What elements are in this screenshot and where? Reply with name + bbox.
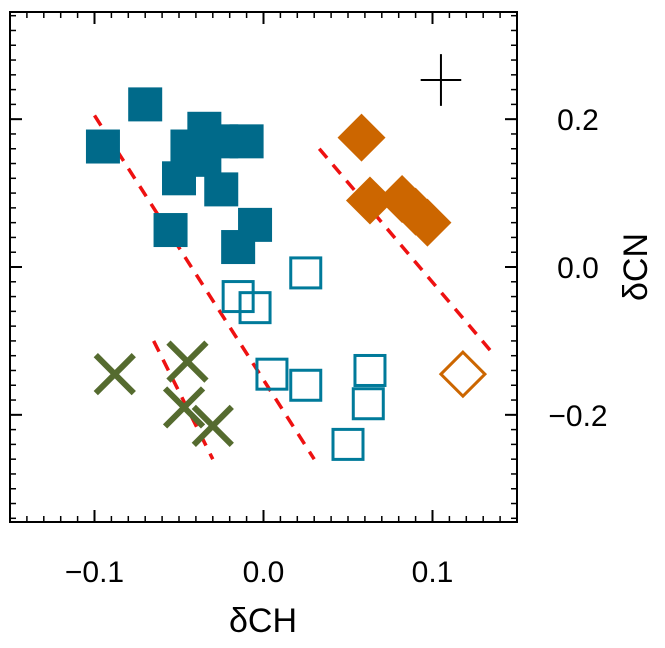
open-square-marker <box>289 368 323 402</box>
y-tick-label: 0.2 <box>557 104 599 137</box>
filled-diamond-marker <box>403 198 452 247</box>
y-tick-label: 0.0 <box>557 252 599 285</box>
open-square-marker <box>221 280 255 314</box>
x-marker <box>166 340 209 383</box>
filled-square-marker <box>162 161 196 196</box>
open-square-marker <box>353 353 387 387</box>
x-marker-stroke <box>93 353 136 396</box>
open-square-marker <box>331 427 365 461</box>
filled-square-marker <box>204 172 239 207</box>
x-tick-label: 0.0 <box>243 556 285 589</box>
filled-square-marker <box>229 124 264 159</box>
y-tick-label: −0.2 <box>548 400 607 433</box>
x-tick-label: 0.1 <box>412 556 454 589</box>
open-square-marker <box>351 387 385 421</box>
x-marker <box>191 404 234 448</box>
open-diamond-marker <box>438 350 488 399</box>
error-bar-cross <box>420 54 462 106</box>
open-square-marker <box>238 291 272 325</box>
major-ticks <box>10 12 517 522</box>
data-points <box>85 87 488 461</box>
open-square-marker <box>289 256 323 290</box>
x-marker <box>162 386 206 429</box>
y-tick-labels: 0.2 0.0 −0.2 <box>548 104 607 433</box>
y-axis-label: δCN <box>617 233 655 301</box>
x-marker-stroke <box>166 340 209 383</box>
dashed-fit-line <box>317 147 493 354</box>
filled-square-marker <box>128 87 163 122</box>
open-square-marker <box>255 357 289 391</box>
x-marker-stroke <box>191 404 234 448</box>
filled-diamond-marker <box>337 113 386 162</box>
filled-diamond-marker <box>345 176 394 225</box>
x-axis-label: δCH <box>229 602 297 640</box>
x-tick-label: −0.1 <box>65 556 124 589</box>
x-marker-stroke <box>162 386 206 429</box>
filled-square-marker <box>153 213 188 248</box>
x-tick-labels: −0.1 0.0 0.1 <box>65 556 453 589</box>
x-marker <box>93 353 136 396</box>
filled-square-marker <box>221 230 256 265</box>
dashed-fit-line <box>93 114 316 461</box>
filled-square-marker <box>85 129 120 164</box>
